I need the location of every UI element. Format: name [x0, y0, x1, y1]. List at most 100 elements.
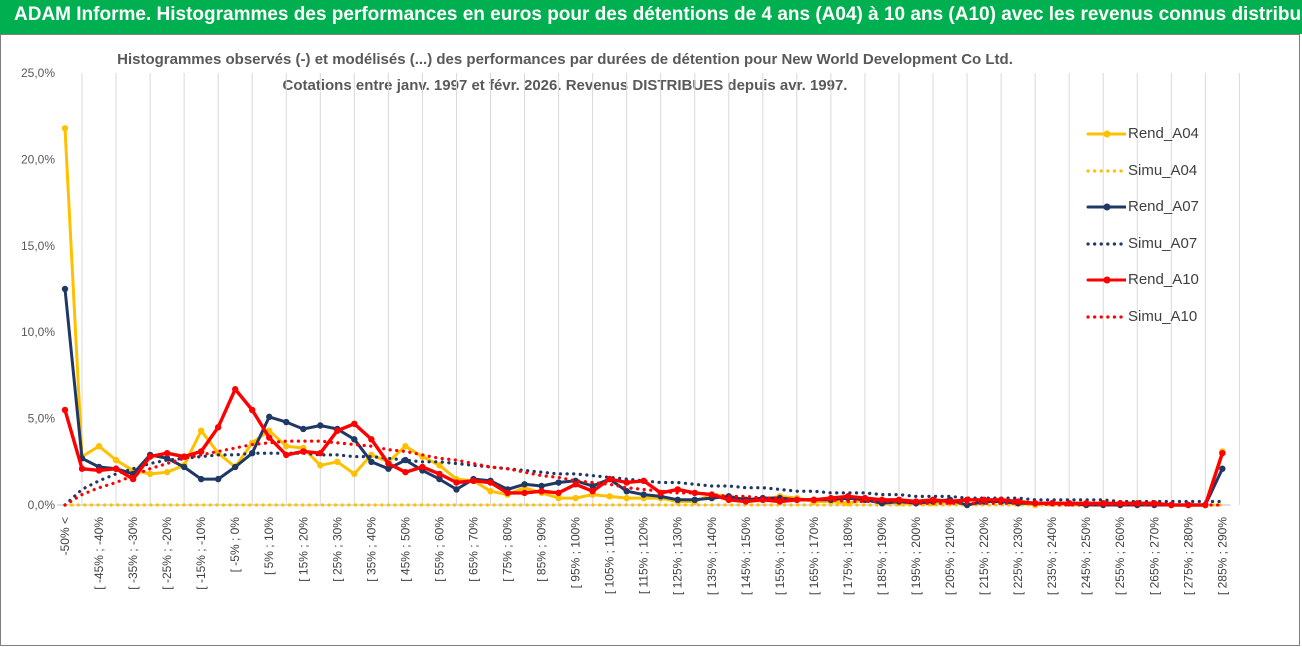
data-point-rend_a10 [266, 434, 273, 441]
x-tick-label: [ 155% ; 160% [773, 517, 787, 595]
x-tick-label: [ 165% ; 170% [807, 517, 821, 595]
x-tick-label: [ 215% ; 220% [977, 517, 991, 595]
data-point-rend_a10 [606, 475, 613, 483]
x-tick-label: -50% < [58, 517, 72, 555]
legend-swatch [1086, 203, 1126, 211]
data-point-rend_a10 [214, 424, 222, 431]
legend-swatch [1086, 276, 1126, 284]
data-point-rend_a10 [385, 460, 392, 467]
data-point-rend_a04 [351, 470, 358, 478]
x-tick-label: [ -35% ; -30% [126, 517, 140, 590]
legend-item: Rend_A10 [1066, 270, 1246, 294]
x-tick-label: [ -45% ; -40% [92, 517, 106, 590]
data-point-rend_a07 [317, 422, 324, 429]
data-point-rend_a10 [589, 487, 596, 495]
data-point-rend_a04 [606, 493, 613, 500]
y-tick-label: 10,0% [21, 325, 55, 339]
data-point-rend_a10 [300, 448, 307, 455]
legend-swatch [1086, 168, 1126, 173]
data-point-rend_a10 [470, 477, 477, 485]
legend-label: Simu_A07 [1128, 234, 1198, 252]
data-point-rend_a10 [197, 448, 205, 455]
data-point-rend_a04 [61, 125, 69, 132]
data-point-rend_a10 [572, 481, 579, 488]
data-point-rend_a07 [538, 482, 545, 490]
data-point-rend_a10 [844, 493, 852, 500]
x-tick-label: [ 25% ; 30% [330, 517, 344, 582]
chart-legend: Rend_A04 Simu_A04 Rend_A07 Simu_A07 Rend_A10… [1066, 124, 1246, 349]
data-point-rend_a10 [674, 486, 681, 493]
data-point-rend_a10 [351, 420, 358, 427]
data-point-rend_a10 [283, 451, 290, 459]
data-point-rend_a07 [521, 481, 528, 488]
data-point-rend_a07 [623, 487, 630, 495]
x-tick-label: [ 225% ; 230% [1011, 517, 1025, 595]
data-point-rend_a10 [163, 449, 171, 457]
data-point-rend_a10 [555, 489, 562, 497]
data-point-rend_a04 [436, 462, 443, 469]
data-point-rend_a04 [317, 462, 324, 469]
legend-label: Rend_A07 [1128, 198, 1199, 215]
x-tick-label: [ 115% ; 120% [637, 517, 651, 594]
data-point-rend_a04 [197, 427, 205, 434]
data-point-rend_a07 [180, 463, 188, 471]
data-point-rend_a10 [334, 427, 341, 434]
data-point-rend_a10 [232, 386, 239, 393]
data-point-rend_a10 [640, 477, 647, 485]
data-point-rend_a07 [266, 413, 273, 421]
data-point-rend_a10 [368, 436, 375, 443]
data-point-rend_a10 [504, 489, 511, 497]
legend-swatch [1086, 241, 1126, 246]
legend-item: Simu_A07 [1066, 234, 1246, 258]
data-point-rend_a07 [61, 285, 69, 293]
x-tick-label: [ -5% ; 0% [228, 517, 242, 573]
data-point-rend_a10 [453, 479, 460, 486]
data-point-rend_a10 [861, 494, 869, 502]
x-tick-label: [ 175% ; 180% [841, 517, 855, 595]
data-point-rend_a10 [980, 496, 988, 504]
x-tick-label: [ 75% ; 80% [501, 517, 515, 582]
data-point-rend_a04 [95, 443, 103, 450]
y-tick-label: 20,0% [21, 152, 55, 166]
chart-title: Histogrammes observés (-) et modélisés (… [117, 51, 1013, 68]
x-tick-label: [ 45% ; 50% [398, 517, 412, 582]
x-tick-label: [ 275% ; 280% [1181, 517, 1195, 595]
x-tick-label: [ 35% ; 40% [364, 517, 378, 582]
data-point-rend_a10 [1185, 501, 1192, 509]
x-tick-label: [ 105% ; 110% [603, 517, 617, 594]
y-tick-label: 25,0% [21, 66, 55, 80]
x-tick-label: [ 205% ; 210% [943, 517, 957, 595]
data-point-rend_a10 [742, 498, 749, 505]
x-tick-label: [ 235% ; 240% [1045, 517, 1059, 595]
chart-subtitle: Cotations entre janv. 1997 et févr. 2026… [282, 77, 848, 94]
data-point-rend_a10 [963, 496, 971, 504]
data-point-rend_a10 [249, 406, 256, 414]
x-tick-label: [ 185% ; 190% [875, 517, 889, 595]
data-point-rend_a04 [572, 494, 579, 502]
data-point-rend_a04 [334, 458, 341, 465]
legend-item: Rend_A04 [1066, 124, 1246, 148]
data-point-rend_a04 [402, 443, 409, 450]
x-tick-label: [ 195% ; 200% [909, 517, 923, 595]
data-point-rend_a07 [368, 458, 375, 465]
data-point-rend_a07 [232, 463, 239, 471]
data-point-rend_a04 [487, 487, 494, 495]
data-point-rend_a10 [623, 479, 630, 486]
data-point-rend_a10 [929, 496, 937, 504]
data-point-rend_a10 [776, 498, 784, 505]
data-point-rend_a10 [725, 496, 732, 504]
data-point-rend_a10 [419, 463, 426, 471]
data-point-rend_a10 [1219, 449, 1226, 457]
data-point-rend_a07 [197, 475, 205, 483]
legend-label: Rend_A04 [1128, 125, 1199, 142]
x-tick-label: [ 5% ; 10% [262, 517, 276, 575]
y-tick-label: 0,0% [28, 498, 56, 512]
data-point-rend_a04 [163, 468, 171, 476]
x-tick-label: [ 55% ; 60% [432, 517, 446, 582]
x-tick-label: [ 285% ; 290% [1215, 517, 1229, 595]
legend-swatch [1086, 314, 1126, 319]
data-point-rend_a04 [555, 494, 562, 502]
x-tick-label: [ 255% ; 260% [1113, 517, 1127, 595]
data-point-rend_a04 [623, 494, 630, 502]
